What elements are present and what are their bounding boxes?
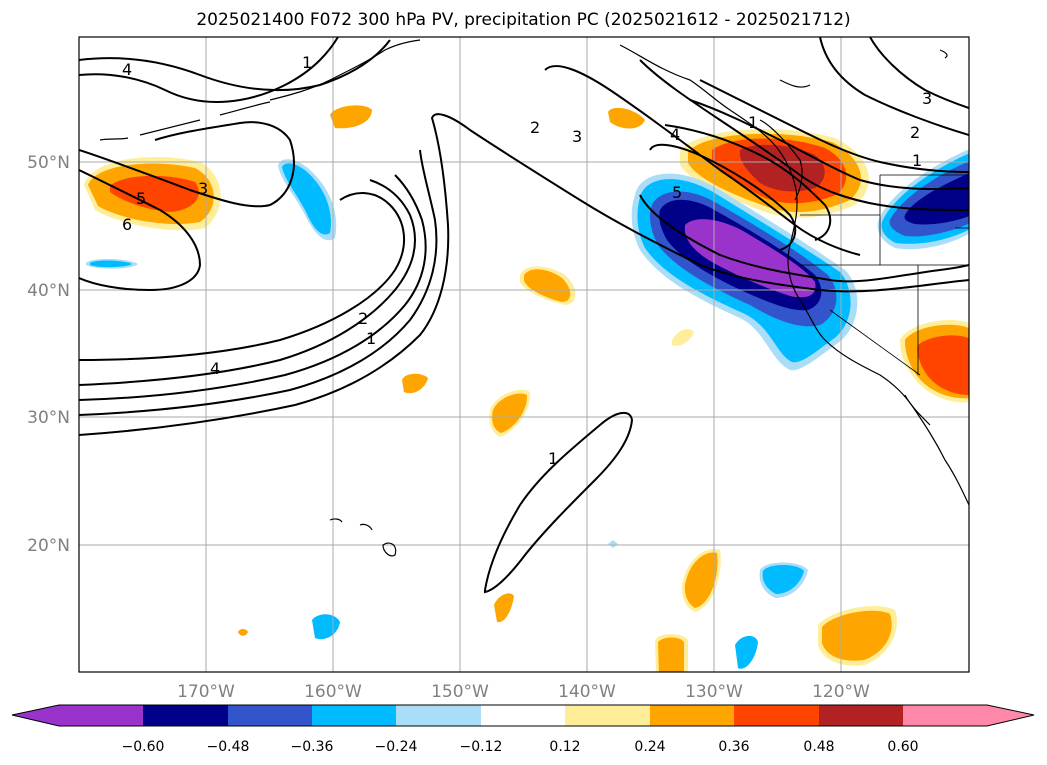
- colorbar-tick: −0.36: [291, 739, 334, 755]
- lat-label: 40°N: [27, 281, 70, 301]
- map-area: [79, 37, 969, 672]
- contour-label: 2: [358, 309, 368, 328]
- contour-label: 5: [136, 189, 146, 208]
- lat-label: 20°N: [27, 536, 70, 556]
- colorbar-segment: [396, 705, 481, 726]
- contour-label: 1: [548, 449, 558, 468]
- colorbar-ticks: −0.60 −0.48 −0.36 −0.24 −0.12 0.12 0.24 …: [122, 739, 919, 755]
- latitude-labels: 50°N 40°N 30°N 20°N: [27, 153, 70, 556]
- colorbar-segment: [12, 705, 143, 726]
- lon-label: 170°W: [177, 682, 235, 702]
- contour-label: 2: [910, 123, 920, 142]
- lon-label: 140°W: [558, 682, 616, 702]
- contour-label: 4: [670, 125, 680, 144]
- colorbar-tick: −0.24: [375, 739, 418, 755]
- contour-label: 6: [122, 215, 132, 234]
- contour-label: 3: [922, 89, 932, 108]
- contour-label: 2: [530, 118, 540, 137]
- map-frame: [78, 36, 970, 673]
- lon-label: 120°W: [812, 682, 870, 702]
- contour-label: 4: [210, 359, 220, 378]
- lon-label: 160°W: [304, 682, 362, 702]
- negative-anomaly-shading: [86, 149, 969, 669]
- coastlines: [99, 39, 969, 557]
- colorbar-tick: 0.36: [718, 739, 749, 755]
- contour-label: 1: [366, 329, 376, 348]
- lat-label: 50°N: [27, 153, 70, 173]
- colorbar-tick: −0.12: [460, 739, 503, 755]
- colorbar-tick: −0.48: [207, 739, 250, 755]
- colorbar-segment: [650, 705, 734, 726]
- longitude-labels: 170°W 160°W 150°W 140°W 130°W 120°W: [177, 682, 870, 702]
- colorbar-tick: 0.60: [887, 739, 918, 755]
- colorbar-outline: [11, 704, 1035, 727]
- colorbar-segment: [565, 705, 650, 726]
- colorbar-segment: [143, 705, 228, 726]
- colorbar-segment: [819, 705, 903, 726]
- lon-label: 130°W: [685, 682, 743, 702]
- colorbar-tick: 0.48: [803, 739, 834, 755]
- contour-label: 5: [672, 183, 682, 202]
- map-content: [79, 37, 969, 672]
- figure-title: 2025021400 F072 300 hPa PV, precipitatio…: [196, 10, 851, 30]
- pv-contours: [79, 37, 969, 594]
- colorbar-segment: [228, 705, 312, 726]
- contour-label: 1: [748, 113, 758, 132]
- colorbar-tick: 0.12: [549, 739, 580, 755]
- contour-label: 3: [572, 127, 582, 146]
- contour-label: 4: [122, 60, 132, 79]
- contour-label: 1: [302, 53, 312, 72]
- lat-label: 30°N: [27, 408, 70, 428]
- contour-label: 1: [912, 151, 922, 170]
- colorbar-tick: 0.24: [634, 739, 665, 755]
- colorbar-segment: [734, 705, 819, 726]
- colorbar-tick: −0.60: [122, 739, 165, 755]
- colorbar-segment: [903, 705, 1034, 726]
- contour-label: 3: [198, 179, 208, 198]
- contour-label-group: 4 1 2 3 4 5 1 3 2 1 3 5 6 2 1 4 1: [122, 53, 932, 468]
- lon-label: 150°W: [431, 682, 489, 702]
- colorbar: −0.60 −0.48 −0.36 −0.24 −0.12 0.12 0.24 …: [11, 704, 1035, 755]
- colorbar-segment: [481, 705, 565, 726]
- colorbar-segment: [312, 705, 396, 726]
